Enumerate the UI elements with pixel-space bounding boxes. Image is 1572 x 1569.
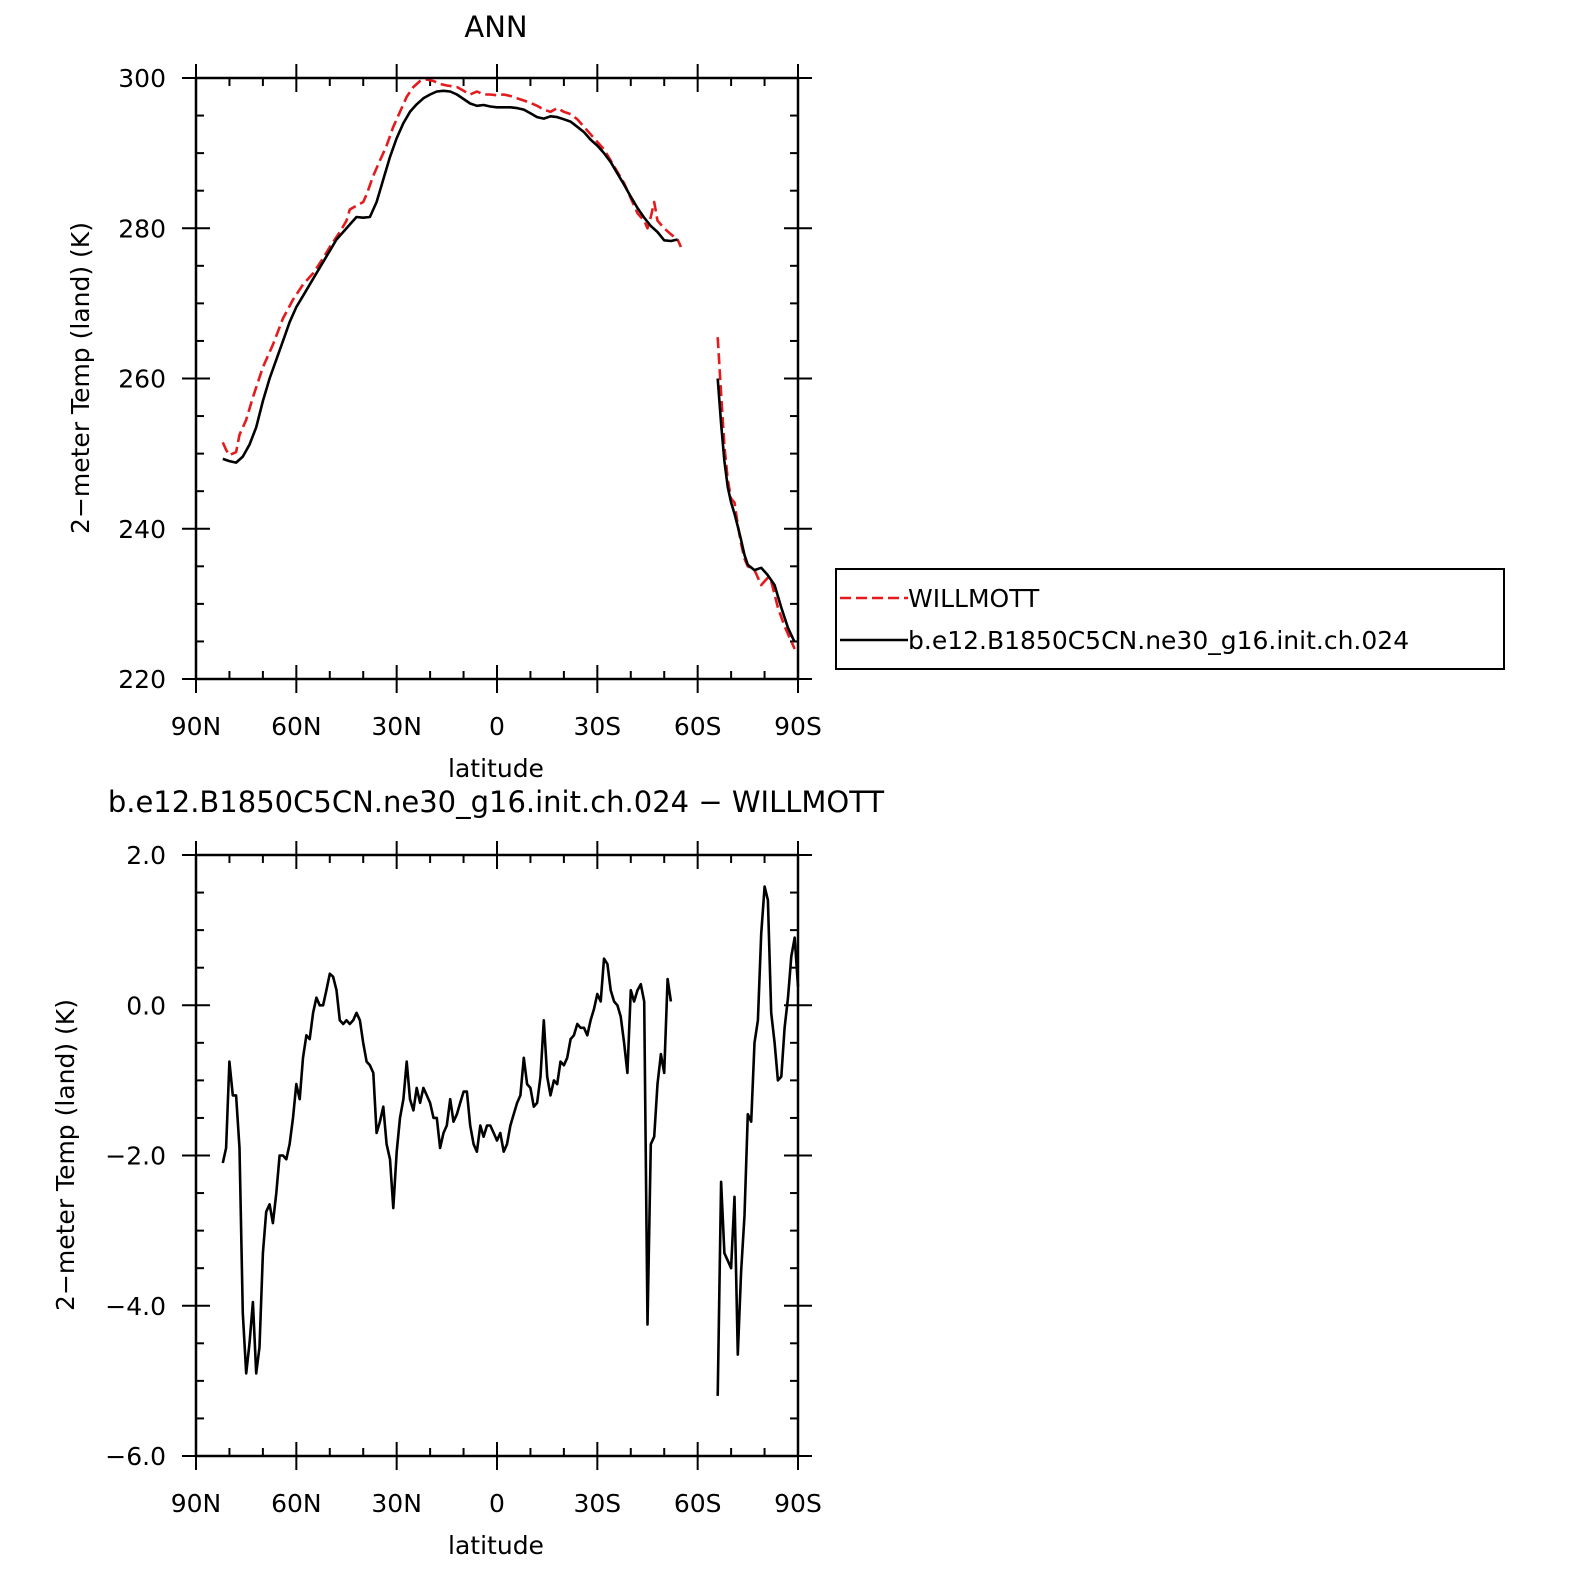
difference-line bbox=[716, 885, 800, 1396]
top-series-lines bbox=[221, 78, 796, 650]
bottom-y-tick-labels: −6.0 −4.0 −2.0 0.0 2.0 bbox=[105, 841, 166, 1471]
model-line bbox=[222, 89, 678, 464]
x-tick-label: 30S bbox=[573, 712, 621, 741]
x-tick-label: 90S bbox=[774, 1489, 822, 1518]
top-x-axis-label: latitude bbox=[448, 754, 544, 783]
willmott-line bbox=[221, 78, 683, 457]
bottom-y-axis-label: 2−meter Temp (land) (K) bbox=[51, 999, 80, 1311]
bottom-chart-title: b.e12.B1850C5CN.ne30_g16.init.ch.024 − W… bbox=[108, 785, 885, 819]
y-tick-label: −2.0 bbox=[105, 1142, 166, 1171]
top-x-tick-labels: 90N 60N 30N 0 30S 60S 90S bbox=[171, 712, 822, 741]
y-tick-label: −4.0 bbox=[105, 1292, 166, 1321]
top-axis-ticks bbox=[182, 64, 812, 693]
x-tick-label: 60N bbox=[271, 712, 322, 741]
x-tick-label: 30N bbox=[371, 1489, 422, 1518]
bottom-x-axis-label: latitude bbox=[448, 1531, 544, 1560]
legend-box bbox=[835, 568, 1505, 670]
top-plot-frame bbox=[194, 76, 800, 681]
x-tick-label: 90N bbox=[171, 1489, 222, 1518]
top-chart-title: ANN bbox=[464, 10, 527, 44]
x-tick-label: 30S bbox=[573, 1489, 621, 1518]
y-tick-label: 240 bbox=[118, 515, 166, 544]
x-tick-label: 60N bbox=[271, 1489, 322, 1518]
y-tick-label: 0.0 bbox=[126, 991, 166, 1020]
y-tick-label: 220 bbox=[118, 665, 166, 694]
model-line bbox=[716, 378, 796, 643]
x-tick-label: 60S bbox=[674, 1489, 722, 1518]
difference-line bbox=[221, 957, 673, 1375]
top-y-axis-label: 2−meter Temp (land) (K) bbox=[66, 222, 95, 534]
x-tick-label: 0 bbox=[489, 712, 505, 741]
x-tick-label: 0 bbox=[489, 1489, 505, 1518]
legend-willmott-label: WILLMOTT bbox=[908, 584, 1040, 613]
legend-model-label: b.e12.B1850C5CN.ne30_g16.init.ch.024 bbox=[908, 626, 1409, 655]
y-tick-label: 280 bbox=[118, 214, 166, 243]
top-panel: ANN 90N 60N 30N 0 30S 60S 90S 220240260280300 … bbox=[66, 10, 822, 783]
x-tick-label: 30N bbox=[371, 712, 422, 741]
bottom-plot-frame bbox=[194, 853, 800, 1458]
top-y-tick-labels: 220 240 260 280 300 bbox=[118, 64, 166, 694]
y-tick-label: 2.0 bbox=[126, 841, 166, 870]
bottom-x-tick-labels: 90N 60N 30N 0 30S 60S 90S bbox=[171, 1489, 822, 1518]
y-tick-label: 260 bbox=[118, 365, 166, 394]
legend: WILLMOTT b.e12.B1850C5CN.ne30_g16.init.c… bbox=[835, 568, 1505, 670]
bottom-series-lines bbox=[221, 885, 800, 1396]
y-tick-label: 300 bbox=[118, 64, 166, 93]
x-tick-label: 90S bbox=[774, 712, 822, 741]
x-tick-label: 60S bbox=[674, 712, 722, 741]
y-tick-label: −6.0 bbox=[105, 1442, 166, 1471]
x-tick-label: 90N bbox=[171, 712, 222, 741]
bottom-panel: b.e12.B1850C5CN.ne30_g16.init.ch.024 − W… bbox=[51, 785, 884, 1560]
